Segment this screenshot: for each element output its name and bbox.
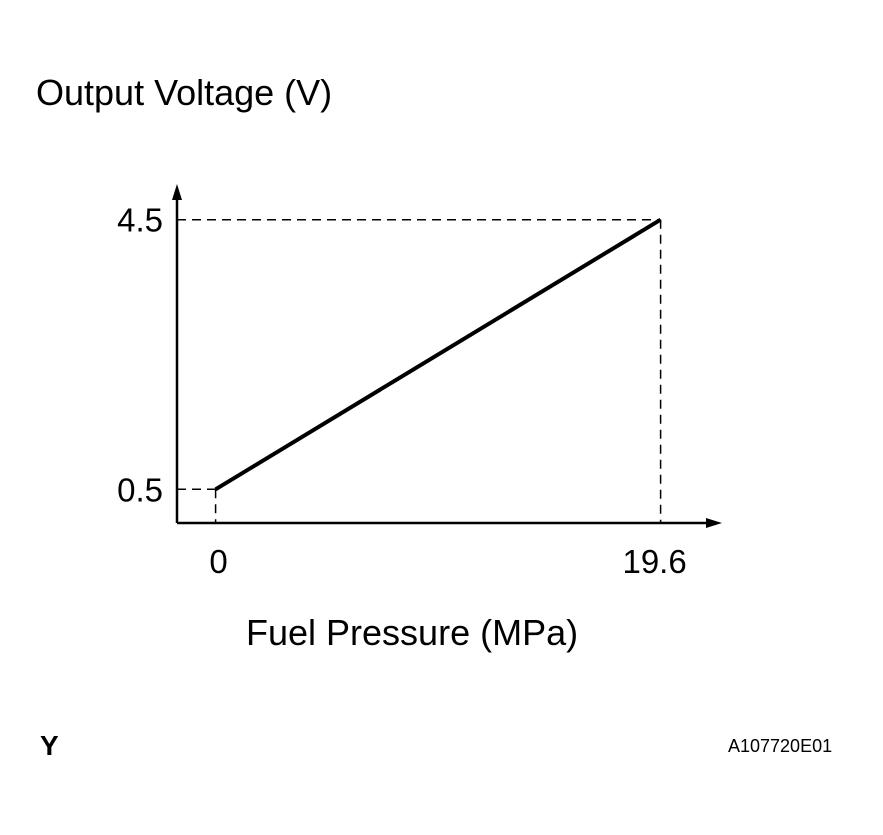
figure-letter: Y [40, 730, 59, 761]
y-axis-arrow [172, 184, 182, 200]
y-axis-title: Output Voltage (V) [36, 72, 333, 113]
x-axis-arrow [706, 518, 722, 528]
x-tick-label: 0 [209, 543, 227, 580]
y-tick-label: 0.5 [117, 471, 163, 508]
x-tick-label: 19.6 [622, 543, 686, 580]
figure-code: A107720E01 [728, 736, 833, 756]
series-line [214, 217, 662, 492]
y-tick-label: 4.5 [117, 202, 163, 239]
x-axis-title: Fuel Pressure (MPa) [246, 612, 579, 653]
